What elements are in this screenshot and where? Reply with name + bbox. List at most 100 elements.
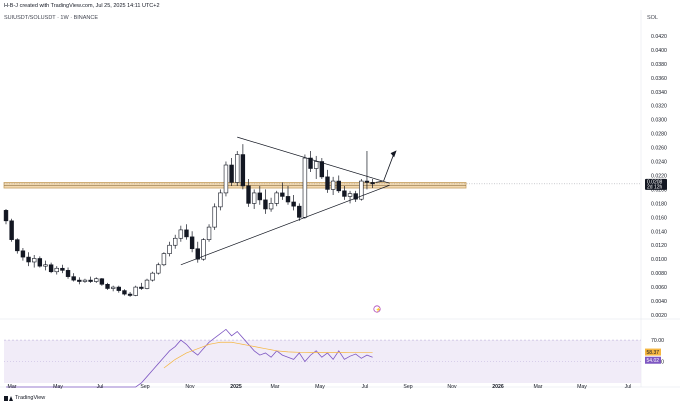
candle xyxy=(302,154,308,219)
svg-text:0.0208: 0.0208 xyxy=(647,179,663,185)
candle xyxy=(313,155,319,179)
candle xyxy=(133,285,138,297)
candle xyxy=(336,175,341,193)
candle xyxy=(156,262,161,275)
time-tick-label: Sep xyxy=(140,384,149,390)
candle xyxy=(48,262,54,274)
time-tick-label: Jul xyxy=(97,384,104,390)
candle xyxy=(88,276,93,283)
footer-brand-label: TradingView xyxy=(15,395,46,401)
time-tick-label: Jul xyxy=(625,384,632,390)
rsi-line xyxy=(6,328,373,388)
candle xyxy=(353,190,358,202)
time-tick-label: Nov xyxy=(447,384,457,390)
candle xyxy=(201,238,206,261)
credit-line: H-B-J created with TradingView.com, Jul … xyxy=(4,3,160,9)
candle xyxy=(342,185,347,200)
candle xyxy=(3,208,9,225)
candle xyxy=(223,161,229,197)
candle xyxy=(43,260,48,271)
price-tick-label: 0.0400 xyxy=(651,48,667,54)
candle xyxy=(235,151,240,186)
price-unit: SOL xyxy=(646,15,658,21)
candle xyxy=(330,176,336,196)
price-tick-label: 0.0300 xyxy=(651,118,667,124)
candle xyxy=(173,234,178,249)
candle xyxy=(110,285,116,292)
projection-arrow xyxy=(375,154,394,183)
time-tick-label: May xyxy=(577,384,587,390)
candle xyxy=(189,231,195,253)
price-tick-label: 0.0180 xyxy=(651,201,667,207)
candle xyxy=(105,282,110,290)
time-tick-label: May xyxy=(53,384,63,390)
candle xyxy=(122,289,127,296)
candle xyxy=(178,225,184,242)
price-tick-label: 0.0360 xyxy=(651,76,667,82)
candle xyxy=(280,182,285,200)
time-tick-label: Jul xyxy=(362,384,369,390)
price-tick-label: 0.0280 xyxy=(651,132,667,138)
candle xyxy=(144,278,150,290)
rsi-ma-line xyxy=(163,341,373,369)
price-tick-label: 0.0080 xyxy=(651,271,667,277)
price-tick-label: 0.0200 xyxy=(651,187,667,193)
svg-text:2d 12h: 2d 12h xyxy=(647,184,663,190)
event-marker-icon[interactable]: ⚡ xyxy=(373,305,382,313)
tradingview-logo-icon xyxy=(4,395,13,401)
candle xyxy=(94,277,99,283)
candle xyxy=(161,252,167,267)
candle xyxy=(285,185,291,205)
price-tick-label: 0.0020 xyxy=(651,313,667,319)
candle xyxy=(195,241,200,263)
candle xyxy=(251,189,257,209)
candle xyxy=(206,224,212,242)
price-chart[interactable]: ⚡ 0.0420 0.0400 0.0380 0.0360 0.0340 0.0320 0.… xyxy=(0,0,680,395)
time-tick-label: Sep xyxy=(403,384,412,390)
candle xyxy=(218,189,223,211)
price-tick-label: 0.0420 xyxy=(651,34,667,40)
candle xyxy=(31,255,37,268)
price-tick-label: 0.0320 xyxy=(651,104,667,110)
triangle-upper-line xyxy=(237,136,390,184)
candle xyxy=(274,190,279,207)
candle xyxy=(15,238,20,254)
time-tick-label: Mar xyxy=(8,384,17,390)
time-tick-label: Nov xyxy=(185,384,195,390)
candle xyxy=(54,266,59,275)
candle xyxy=(184,224,189,240)
price-tick-label: 0.0240 xyxy=(651,160,667,166)
time-tick-label: 2025 xyxy=(230,384,242,390)
candle xyxy=(229,158,234,186)
symbol-title: SUIUSDT/SOLUSDT · 1W · BINANCE xyxy=(4,15,99,21)
footer-brand[interactable]: TradingView xyxy=(4,395,45,401)
price-tick-label: 0.0100 xyxy=(651,257,667,263)
rsi-ma-value-label: 58.37 xyxy=(645,348,661,356)
candle xyxy=(127,291,133,297)
rsi-tick-label: 70.00 xyxy=(651,338,664,344)
rsi-value-label: 54.02 xyxy=(645,356,661,364)
time-tick-label: Mar xyxy=(534,384,543,390)
price-tick-label: 0.0060 xyxy=(651,285,667,291)
candle xyxy=(37,256,43,268)
svg-text:⚡: ⚡ xyxy=(376,306,382,313)
candle xyxy=(246,178,251,207)
price-tick-label: 0.0220 xyxy=(651,173,667,179)
candle xyxy=(150,271,155,282)
price-tick-label: 0.0340 xyxy=(651,90,667,96)
candle xyxy=(359,178,364,201)
candle xyxy=(364,151,370,190)
candle xyxy=(26,252,31,267)
projection-arrowhead xyxy=(390,150,397,158)
candle xyxy=(212,203,217,230)
candle xyxy=(325,169,330,193)
svg-text:58.37: 58.37 xyxy=(647,350,660,356)
time-tick-label: May xyxy=(315,384,325,390)
price-tick-label: 0.0380 xyxy=(651,62,667,68)
candle xyxy=(20,248,26,261)
candle xyxy=(263,189,268,214)
candle xyxy=(167,241,172,257)
candle xyxy=(116,285,122,293)
candle xyxy=(139,282,144,290)
